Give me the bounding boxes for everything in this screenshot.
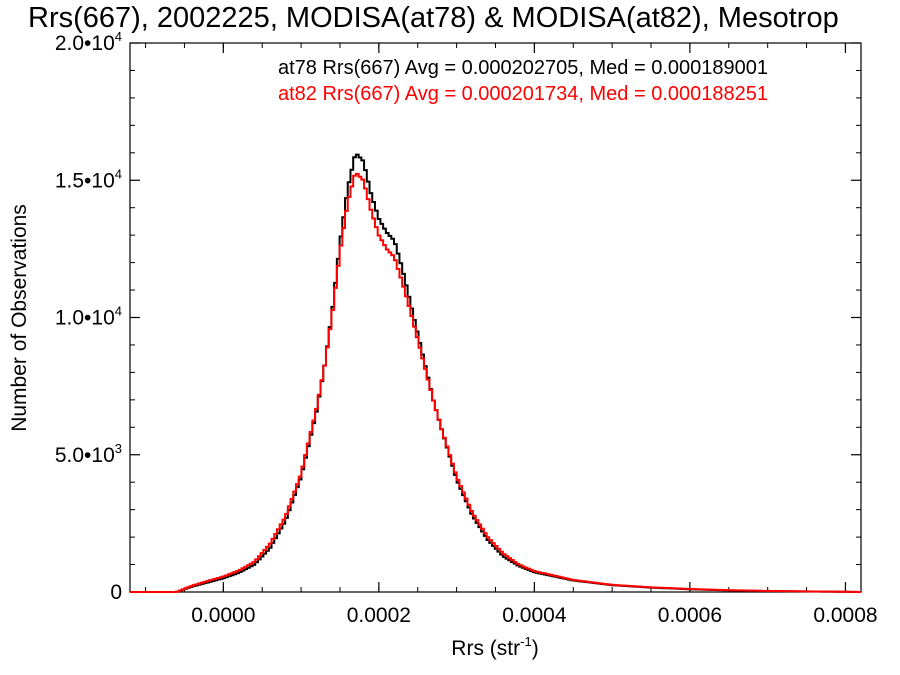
annotation-at78: at78 Rrs(667) Avg = 0.000202705, Med = 0…: [278, 57, 768, 79]
x-tick-label-1: 0.0002: [347, 604, 411, 627]
annotation-at82: at82 Rrs(667) Avg = 0.000201734, Med = 0…: [278, 83, 768, 105]
x-axis-label: Rrs (str-1): [451, 634, 538, 660]
x-tick-label-0: 0.0000: [191, 604, 255, 627]
axis-ticks: [130, 42, 861, 593]
x-axis-label-text: Rrs (str: [451, 637, 520, 660]
y-axis-label: Number of Observations: [8, 204, 31, 432]
series-lines: [130, 153, 861, 593]
x-axis-label-sup: -1: [520, 634, 532, 649]
y-tick-label-0: 0: [110, 581, 122, 604]
y-tick-label-1: 5.0•103: [55, 441, 122, 467]
plot-frame: [129, 42, 862, 593]
x-tick-label-3: 0.0006: [658, 604, 722, 627]
x-axis-label-close: ): [532, 637, 539, 660]
x-tick-label-2: 0.0004: [502, 604, 567, 627]
y-tick-label-2: 1.0•104: [55, 304, 122, 330]
x-tick-label-4: 0.0008: [813, 604, 877, 627]
y-tick-label-4: 2.0•104: [55, 29, 122, 55]
series-line-at78: [130, 153, 861, 593]
chart-title: Rrs(667), 2002225, MODISA(at78) & MODISA…: [28, 2, 839, 34]
series-line-at82: [130, 172, 861, 593]
tick-labels: 0.0000 0.0002 0.0004 0.0006 0.0008 0 5.0•103 1.…: [55, 29, 878, 627]
y-tick-label-3: 1.5•104: [55, 166, 122, 192]
